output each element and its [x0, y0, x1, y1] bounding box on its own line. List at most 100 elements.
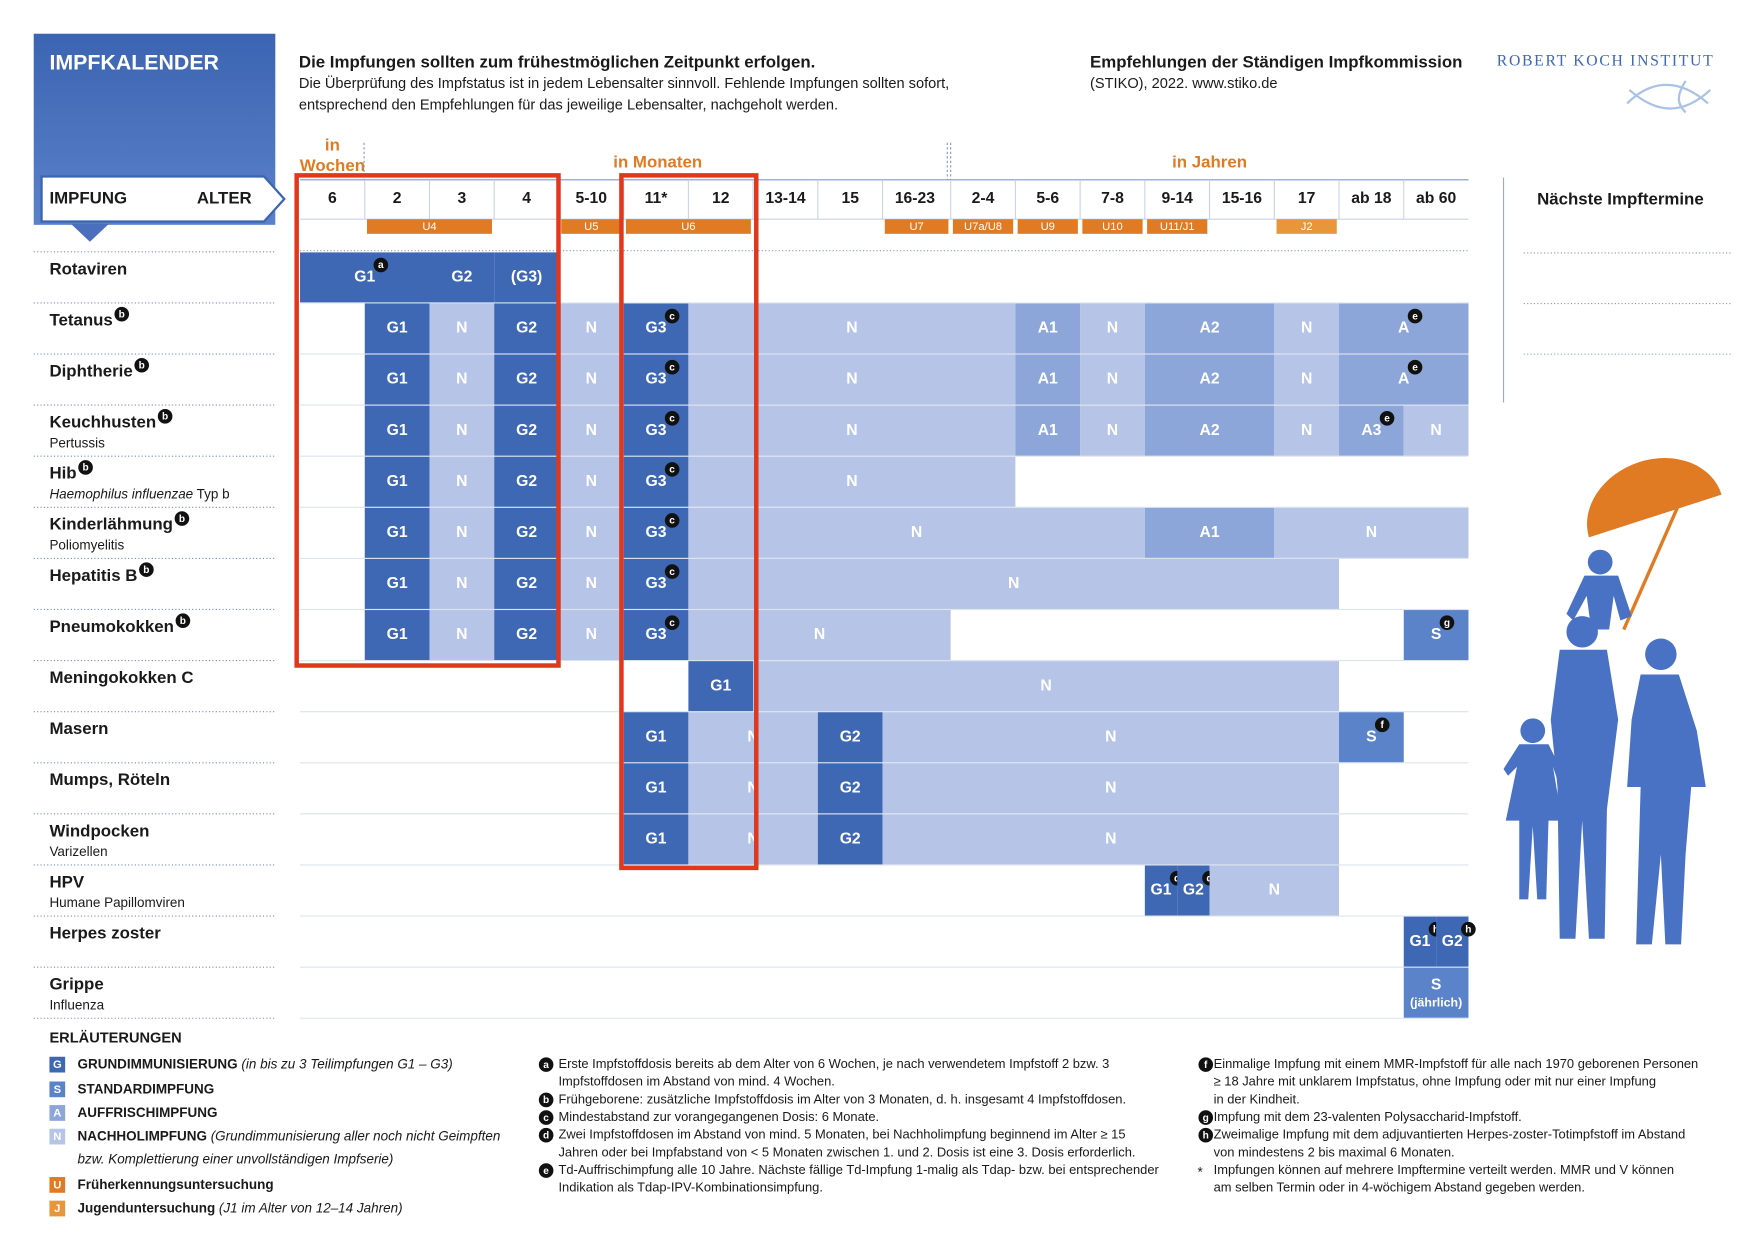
vaccine-cell: [429, 456, 495, 507]
vaccine-cell: [1274, 405, 1340, 456]
corner-right: ALTER: [197, 188, 252, 207]
vaccine-cell: [494, 303, 559, 354]
vaccine-cell: [364, 405, 430, 456]
footnote-marker: [664, 359, 680, 375]
row-subtitle: Influenza: [49, 997, 104, 1012]
checkup-bar: [561, 219, 622, 234]
cell-label: N: [846, 320, 857, 337]
checkup-label: U10: [1102, 221, 1123, 233]
cell-label: N: [846, 422, 857, 439]
footnote-letter: d: [1206, 873, 1212, 884]
footnote-line: von mindestens 2 bis maximal 6 Monaten.: [1214, 1144, 1455, 1159]
cell-label: N: [586, 422, 597, 439]
row-name: Windpocken: [49, 821, 149, 840]
footnote-letter: h: [1465, 924, 1471, 935]
cell-label: N: [814, 626, 825, 643]
footnote-letter: e: [1384, 414, 1390, 425]
age-label: 15: [841, 190, 859, 207]
cell-label: G1: [1151, 882, 1172, 899]
cell-label: G2: [516, 422, 537, 439]
cell-label: G1: [387, 524, 408, 541]
row-name: Mumps, Röteln: [49, 770, 170, 789]
cell-label: N: [846, 371, 857, 388]
row-name: Masern: [49, 719, 108, 738]
vaccine-cell: [688, 354, 1016, 405]
vaccine-cell: [1403, 405, 1469, 456]
vaccine-cell: [1015, 303, 1081, 354]
cell-label: A1: [1200, 524, 1220, 541]
legend-label: Früherkennungsuntersuchung: [78, 1176, 274, 1191]
cell-label: G2: [840, 728, 861, 745]
legend-name: NACHHOLIMPFUNG: [78, 1128, 207, 1143]
cell-label: G1: [387, 320, 408, 337]
vaccine-cell: [882, 763, 1340, 814]
footnote-marker: [538, 1110, 554, 1125]
cell-label: A: [1398, 371, 1409, 388]
cell-label: N: [456, 524, 467, 541]
footnote-marker: [134, 357, 150, 373]
cell-label: N: [747, 728, 758, 745]
row-name: Keuchhusten: [49, 413, 156, 432]
vaccine-cell: [1144, 354, 1275, 405]
footnote-line: am selben Termin oder in 4-wöchigem Abst…: [1214, 1180, 1585, 1195]
vaccine-cell: [429, 303, 495, 354]
row-subtitle: Humane Papillomviren: [49, 895, 184, 910]
legend-key: A: [53, 1107, 61, 1119]
legend-label: AUFFRISCHIMPFUNG: [78, 1105, 218, 1120]
row-name: Meningokokken C: [49, 668, 193, 687]
vaccine-cell: [817, 814, 883, 865]
cell-label: N: [456, 371, 467, 388]
next-dates-title: Nächste Impftermine: [1537, 190, 1704, 209]
age-label: 12: [712, 190, 730, 207]
cell-label: G2: [516, 524, 537, 541]
legend-name: STANDARDIMPFUNG: [78, 1081, 215, 1096]
footnote-line: Erste Impfstoffdosis bereits ab dem Alte…: [558, 1056, 1109, 1071]
vaccine-cell: [1144, 303, 1275, 354]
vaccine-cell: [753, 661, 1340, 712]
footnote-marker: [157, 409, 173, 424]
legend-name: Früherkennungsuntersuchung: [78, 1176, 274, 1191]
cell-label: G3: [646, 320, 667, 337]
footnote-letter: c: [669, 516, 675, 527]
legend-swatch: [49, 1200, 66, 1217]
subtitle-text: Poliomyelitis: [49, 537, 124, 552]
cell-label: N: [911, 524, 922, 541]
vaccine-cell: [1209, 865, 1340, 916]
age-group: in: [325, 136, 340, 155]
vaccine-cell: [558, 507, 624, 558]
footnote-letter: b: [119, 309, 125, 320]
footnote-letter: g: [1203, 1113, 1209, 1124]
footnote-letter: h: [1433, 924, 1439, 935]
subtitle-italic: Haemophilus influenzae: [49, 486, 193, 501]
footnote-letter: d: [543, 1130, 549, 1141]
footnote-letter: h: [1203, 1130, 1209, 1141]
age-label: 17: [1298, 190, 1316, 207]
corner-pointer: [70, 223, 110, 242]
intro-line: entsprechend den Empfehlungen für das je…: [299, 98, 838, 114]
cell-label: N: [456, 575, 467, 592]
cell-label: G1: [646, 831, 667, 848]
footnote-letter: d: [1174, 873, 1180, 884]
age-label: 4: [522, 190, 531, 207]
vaccine-cell: [494, 456, 559, 507]
footnote-letter: a: [378, 260, 384, 271]
vaccine-cell: [1274, 507, 1469, 558]
cell-label: N: [1301, 422, 1312, 439]
legend-key: U: [53, 1179, 61, 1191]
vaccine-cell: [558, 405, 624, 456]
vaccine-cell: [494, 558, 559, 609]
cell-label: A1: [1038, 320, 1058, 337]
footnote-marker: [1374, 717, 1390, 733]
vaccine-cell: [429, 558, 495, 609]
footnote-line: Impfungen können auf mehrere Impftermine…: [1214, 1162, 1674, 1177]
corner-tab: [40, 175, 286, 223]
cell-label: G3: [646, 371, 667, 388]
footnote-line: Impfung mit dem 23-valenten Polysacchari…: [1214, 1109, 1522, 1124]
vaccine-cell: [1080, 303, 1145, 354]
cell-label: G2: [516, 575, 537, 592]
cell-label: G3: [646, 422, 667, 439]
vaccine-cell: [364, 507, 430, 558]
cell-label: G1: [354, 269, 375, 286]
age-label: 3: [457, 190, 466, 207]
footnote-marker: [175, 613, 191, 629]
